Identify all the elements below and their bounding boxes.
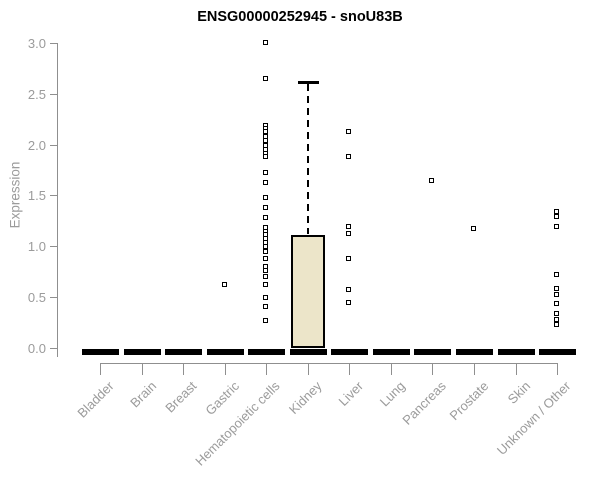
y-axis-tick: [50, 297, 57, 298]
outlier-point: [554, 322, 559, 327]
outlier-point: [263, 205, 268, 210]
outlier-point: [346, 224, 351, 229]
outlier-point: [554, 301, 559, 306]
outlier-point: [263, 282, 268, 287]
outlier-point: [263, 195, 268, 200]
outlier-point: [263, 138, 268, 143]
outlier-point: [554, 224, 559, 229]
x-category-label: Breast: [162, 378, 200, 416]
outlier-point: [263, 170, 268, 175]
y-tick-label: 0.5: [27, 290, 46, 305]
y-tick-label: 1.0: [27, 239, 46, 254]
outlier-point: [554, 209, 559, 214]
outlier-point: [554, 272, 559, 277]
x-axis-tick: [308, 363, 309, 375]
x-axis-tick: [516, 363, 517, 375]
median-line: [165, 349, 202, 355]
median-line: [248, 349, 285, 355]
median-line: [82, 349, 119, 355]
median-line: [539, 349, 576, 355]
x-category-label: Pancreas: [399, 378, 449, 428]
outlier-point: [263, 318, 268, 323]
y-axis-line: [57, 43, 58, 357]
x-category-label: Unknown / Other: [494, 378, 574, 458]
outlier-point: [263, 304, 268, 309]
x-axis-tick: [391, 363, 392, 375]
x-category-label: Gastric: [202, 378, 242, 419]
whisker-cap: [298, 81, 319, 84]
outlier-point: [554, 317, 559, 322]
x-category-label: Liver: [335, 378, 366, 409]
outlier-point: [346, 300, 351, 305]
outlier-point: [263, 154, 268, 159]
y-tick-label: 3.0: [27, 36, 46, 51]
x-category-label: Prostate: [446, 378, 491, 424]
whisker-line: [307, 84, 309, 234]
outlier-point: [263, 180, 268, 185]
median-line: [373, 349, 410, 355]
y-axis-tick: [50, 195, 57, 196]
x-axis-tick: [266, 363, 267, 375]
outlier-point: [263, 215, 268, 220]
outlier-point: [346, 287, 351, 292]
outlier-point: [263, 244, 268, 249]
y-axis-tick: [50, 348, 57, 349]
y-axis-tick: [50, 43, 57, 44]
x-axis-tick: [474, 363, 475, 375]
box: [291, 235, 325, 348]
outlier-point: [346, 154, 351, 159]
outlier-point: [471, 226, 476, 231]
median-line: [290, 349, 327, 355]
x-axis-tick: [432, 363, 433, 375]
x-category-label: Lung: [376, 378, 408, 410]
outlier-point: [554, 311, 559, 316]
outlier-point: [263, 268, 268, 273]
x-axis-tick: [100, 363, 101, 375]
outlier-point: [346, 129, 351, 134]
y-axis-tick: [50, 145, 57, 146]
x-axis-tick: [225, 363, 226, 375]
outlier-point: [263, 76, 268, 81]
outlier-point: [429, 178, 434, 183]
outlier-point: [263, 129, 268, 134]
y-axis-tick: [50, 94, 57, 95]
outlier-point: [263, 40, 268, 45]
x-category-label: Skin: [504, 378, 533, 407]
median-line: [414, 349, 451, 355]
outlier-point: [263, 274, 268, 279]
median-line: [331, 349, 368, 355]
x-axis-tick: [557, 363, 558, 375]
y-tick-label: 2.0: [27, 138, 46, 153]
y-tick-label: 1.5: [27, 188, 46, 203]
outlier-point: [554, 292, 559, 297]
x-axis-tick: [349, 363, 350, 375]
outlier-point: [554, 286, 559, 291]
outlier-point: [346, 231, 351, 236]
median-line: [207, 349, 244, 355]
x-category-label: Brain: [126, 378, 159, 411]
y-axis-tick: [50, 246, 57, 247]
x-axis-tick: [183, 363, 184, 375]
x-axis-tick: [142, 363, 143, 375]
outlier-point: [554, 214, 559, 219]
chart-title: ENSG00000252945 - snoU83B: [197, 9, 403, 25]
outlier-point: [222, 282, 227, 287]
outlier-point: [263, 256, 268, 261]
y-tick-label: 2.5: [27, 87, 46, 102]
x-category-label: Bladder: [74, 378, 117, 421]
x-axis-line: [100, 363, 558, 364]
outlier-point: [346, 256, 351, 261]
median-line: [498, 349, 535, 355]
median-line: [124, 349, 161, 355]
outlier-point: [263, 249, 268, 254]
y-tick-label: 0.0: [27, 341, 46, 356]
x-category-label: Kidney: [286, 378, 325, 418]
outlier-point: [263, 295, 268, 300]
median-line: [456, 349, 493, 355]
